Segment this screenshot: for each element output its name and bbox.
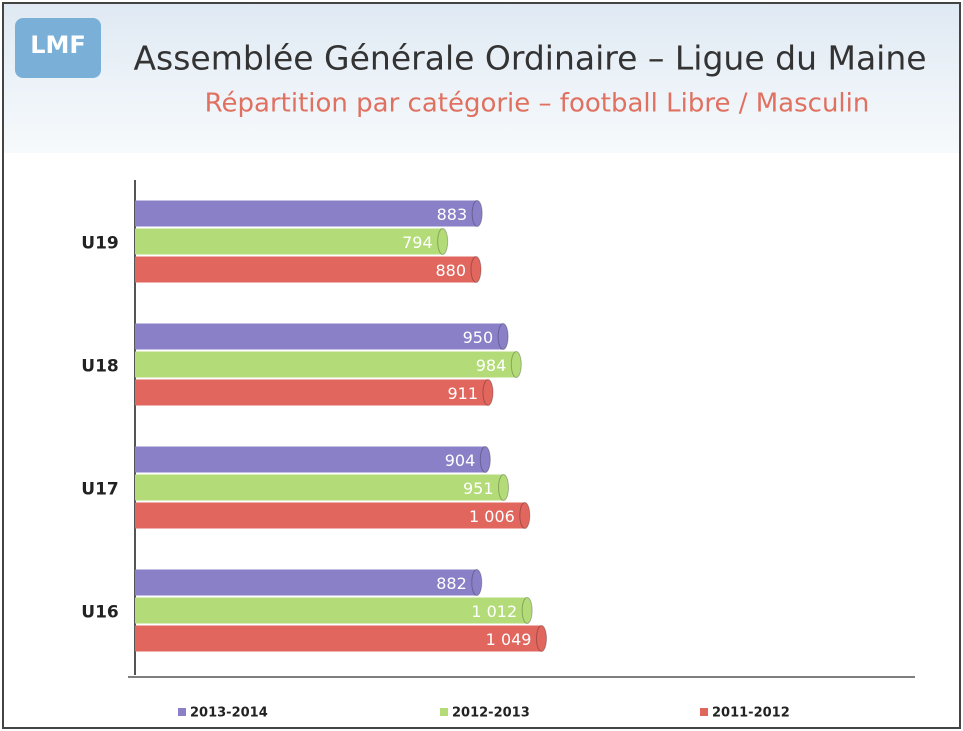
data-label: 882 [436,574,467,593]
bar-cap [510,351,522,378]
bar [135,446,486,473]
logo-text: LMF [30,31,86,59]
data-label: 1 006 [469,507,515,526]
data-label: 984 [476,356,507,375]
data-label: 950 [463,328,494,347]
bar-cap [498,474,510,501]
bar [135,502,525,529]
legend-label: 2012-2013 [452,706,530,721]
bar [135,200,478,227]
data-label: 1 012 [471,602,517,621]
legend-swatch [700,708,708,716]
data-label: 1 049 [486,630,532,649]
bar-cap [479,446,491,473]
bar [135,256,476,283]
y-tick-label: U17 [81,480,118,500]
legend-swatch [178,708,186,716]
data-label: 880 [435,261,466,280]
bar-cap [521,597,533,624]
chart-title: Assemblée Générale Ordinaire – Ligue du … [133,39,926,78]
bar [135,569,477,596]
bar [135,351,517,378]
bar-cap [437,228,449,255]
data-label: 951 [463,479,494,498]
bar [135,625,542,652]
bar [135,474,504,501]
bar-cap [470,256,482,283]
bar-cap [482,379,494,406]
bar-cap [471,200,483,227]
bar-cap [519,502,531,529]
header-band [3,3,960,153]
data-label: 794 [402,233,433,252]
data-label: 883 [437,205,468,224]
y-tick-label: U18 [81,357,118,377]
bar-cap [471,569,483,596]
data-label: 911 [447,384,478,403]
bar-cap [497,323,509,350]
bar [135,597,528,624]
legend-swatch [440,708,448,716]
data-label: 904 [445,451,476,470]
bar [135,379,489,406]
legend-label: 2013-2014 [190,706,268,721]
legend-label: 2011-2012 [712,706,790,721]
y-tick-label: U19 [81,234,118,254]
bar [135,228,443,255]
y-tick-label: U16 [81,603,118,623]
logo-badge [15,18,101,78]
chart-subtitle: Répartition par catégorie – football Lib… [205,89,870,119]
bar-cap [535,625,547,652]
bar [135,323,504,350]
